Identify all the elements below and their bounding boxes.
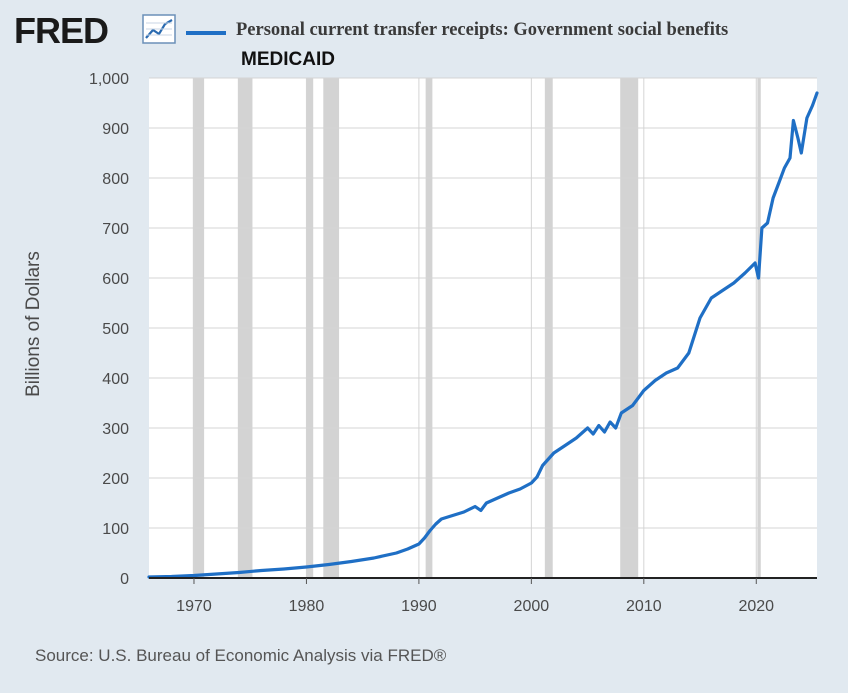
series-layer [147, 91, 819, 579]
y-tick-label: 700 [102, 221, 129, 238]
y-tick-label: 900 [102, 121, 129, 138]
y-tick-label: 300 [102, 421, 129, 438]
y-tick-label: 600 [102, 271, 129, 288]
x-tick-label: 2010 [626, 598, 662, 615]
legend-series-line [186, 31, 226, 35]
fred-logo: FRED [14, 10, 109, 51]
y-tick-label: 400 [102, 371, 129, 388]
axis-layer: 0 100 200 300 400 500 600 700 800 900 1,000 1970 198… [89, 71, 817, 615]
y-tick-label: 0 [120, 571, 129, 588]
x-tick-label: 2000 [514, 598, 550, 615]
trend-line-icon [142, 14, 176, 44]
y-tick-label: 200 [102, 471, 129, 488]
chart-subtitle: MEDICAID [241, 49, 335, 70]
legend-label: Personal current transfer receipts: Gove… [236, 20, 729, 40]
series-line-0 [147, 91, 819, 579]
x-tick-label: 1970 [176, 598, 212, 615]
y-tick-label: 800 [102, 171, 129, 188]
y-tick-label: 500 [102, 321, 129, 338]
x-tick-label: 1990 [401, 598, 437, 615]
x-tick-label: 1980 [289, 598, 325, 615]
y-tick-label: 1,000 [89, 71, 129, 88]
source-note: Source: U.S. Bureau of Economic Analysis… [35, 646, 447, 665]
y-tick-label: 100 [102, 521, 129, 538]
grid-lines [149, 77, 817, 579]
x-tick-label: 2020 [738, 598, 774, 615]
